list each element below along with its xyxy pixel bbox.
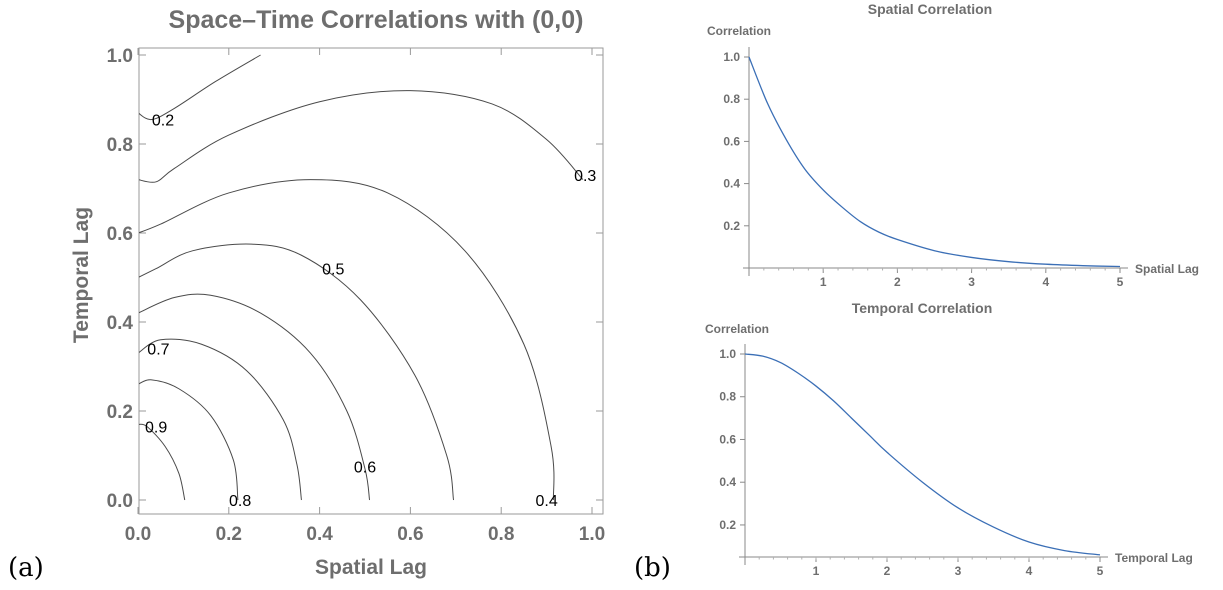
x-axis-label: Temporal Lag: [1115, 551, 1193, 565]
series-line-0: [744, 353, 1101, 556]
contour-label: 0.3: [574, 168, 596, 185]
y-tick-label: 0.4: [107, 313, 134, 334]
x-tick-label: 1: [813, 564, 820, 578]
x-tick-label: 0.4: [306, 524, 333, 545]
y-axis-label: Temporal Lag: [70, 207, 93, 343]
panel-label-b: (b): [634, 553, 671, 583]
y-tick-label: 0.6: [723, 134, 740, 148]
plot-frame: [138, 47, 604, 515]
x-tick-label: 1.0: [579, 524, 605, 545]
panel-label-a: (a): [8, 553, 44, 583]
x-tick-label: 5: [1117, 275, 1124, 289]
y-tick-label: 0.8: [723, 92, 740, 106]
contour-line-0.4: [139, 179, 555, 501]
y-tick-label: 0.2: [723, 219, 740, 233]
x-tick-label: 3: [968, 275, 975, 289]
x-axis-label: Spatial Lag: [315, 556, 427, 579]
x-tick-label: 1: [820, 275, 827, 289]
y-tick-label: 0.2: [107, 402, 133, 423]
x-tick-label: 2: [894, 275, 901, 289]
x-tick-label: 3: [955, 564, 962, 578]
y-tick-label: 0.2: [719, 518, 736, 532]
y-tick-label: 0.8: [719, 390, 736, 404]
y-tick-label: 0.6: [719, 432, 736, 446]
contour-line-0.5: [139, 243, 455, 501]
chart-title: Space–Time Correlations with (0,0): [169, 6, 584, 34]
x-tick-label: 0.6: [397, 524, 423, 545]
contour-line-0.6: [139, 293, 371, 501]
y-axis-label: Correlation: [705, 322, 769, 336]
y-tick-label: 0.0: [107, 491, 133, 512]
y-axis-label: Correlation: [707, 24, 771, 38]
x-tick-label: 0.0: [125, 524, 151, 545]
y-tick-label: 0.6: [107, 224, 133, 245]
x-tick-label: 0.2: [216, 524, 242, 545]
chart-title: Spatial Correlation: [868, 1, 992, 17]
contour-label: 0.7: [147, 342, 169, 359]
y-tick-label: 0.4: [719, 475, 736, 489]
contour-label: 0.9: [145, 420, 167, 437]
x-tick-label: 4: [1026, 564, 1033, 578]
x-axis-label: Spatial Lag: [1135, 262, 1199, 276]
chart-title: Temporal Correlation: [852, 300, 993, 316]
contour-label: 0.2: [152, 113, 174, 130]
contour-line-0.9: [139, 423, 186, 501]
y-tick-label: 0.8: [107, 135, 133, 156]
y-tick-label: 1.0: [723, 50, 740, 64]
x-tick-label: 0.8: [488, 524, 514, 545]
contour-line-0.8: [139, 379, 239, 501]
contour-label: 0.4: [535, 493, 557, 510]
y-tick-label: 1.0: [107, 46, 133, 67]
contour-label: 0.8: [229, 493, 251, 510]
contour-label: 0.5: [322, 262, 344, 279]
x-tick-label: 4: [1042, 275, 1049, 289]
contour-line-0.2: [139, 54, 261, 121]
x-tick-label: 2: [884, 564, 891, 578]
contour-line-0.3: [139, 90, 584, 183]
series-line-0: [748, 56, 1121, 268]
contour-label: 0.6: [354, 460, 376, 477]
y-tick-label: 1.0: [719, 347, 736, 361]
y-tick-label: 0.4: [723, 177, 740, 191]
contour-line-0.7: [139, 338, 302, 501]
x-tick-label: 5: [1097, 564, 1104, 578]
